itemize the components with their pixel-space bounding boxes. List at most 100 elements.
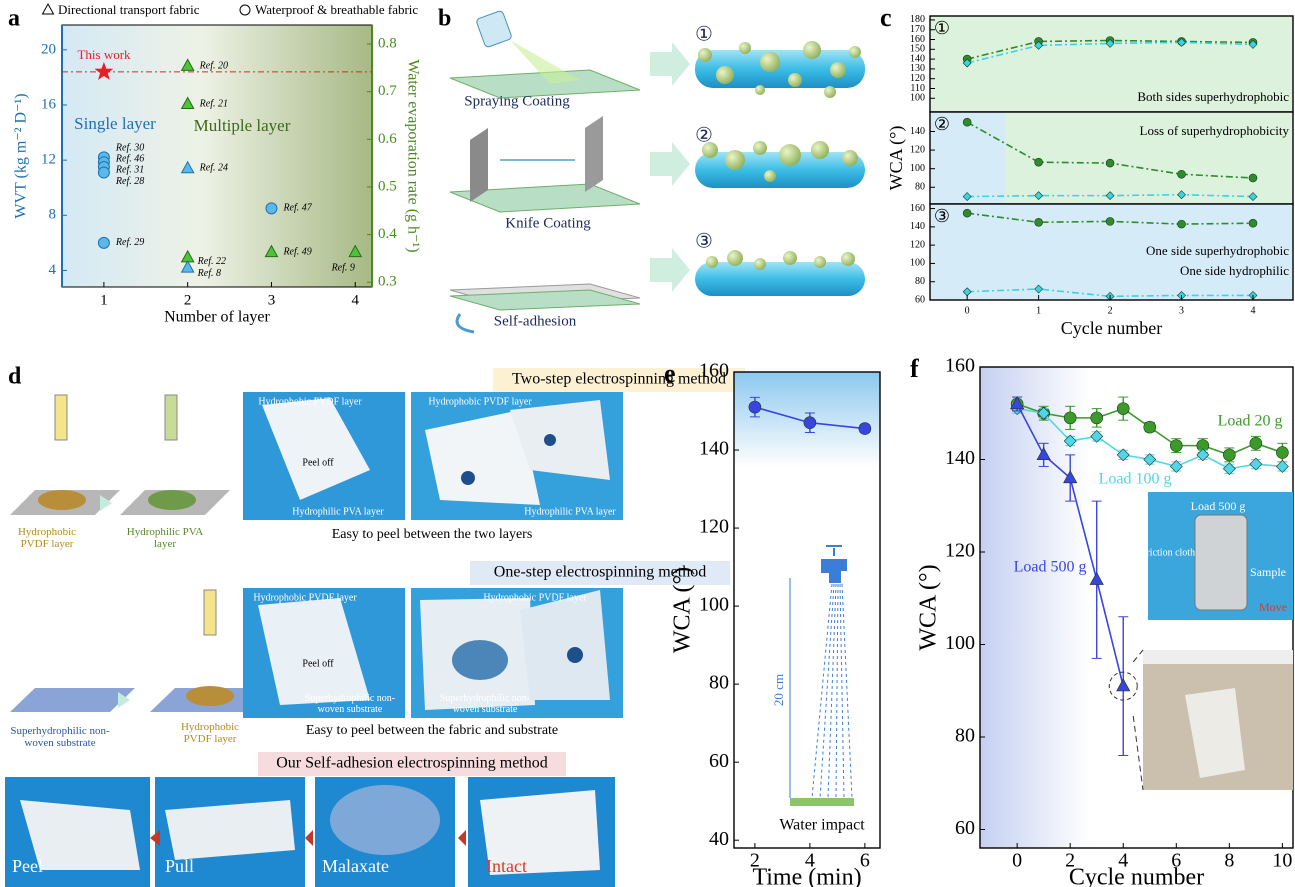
section-title: Our Self-adhesion electrospinning method [276,755,548,772]
data-point [1035,158,1043,166]
particle [783,251,797,265]
photo-label: Hydrophilic PVA layer [268,507,408,518]
particle [706,256,718,268]
y-tick-label: 100 [945,632,975,654]
fibers [695,50,865,296]
y-tick-label: 120 [910,239,925,250]
step-caption: Spraying Coating [464,93,570,109]
x-tick-label: 4 [351,292,359,308]
point-label: Ref. 29 [115,237,144,248]
particle [849,46,861,58]
y-tick-label: 120 [910,73,925,84]
particle [725,150,745,170]
y-axis-label: WVT (kg m⁻² D⁻¹) [13,93,30,218]
legend-marker [240,5,250,15]
data-point [1178,220,1186,228]
x-tick-label: 8 [1224,850,1234,872]
y-tick-label: 16 [41,96,57,112]
x-tick-label: 1 [1036,305,1041,316]
panel-label: b [438,6,451,32]
y-tick-label: 120 [945,540,975,562]
data-point [1117,403,1129,415]
y-tick-label: 160 [945,355,975,377]
x-axis-label: Cycle number [1069,865,1204,887]
data-point [98,167,109,178]
y-axis-label: WCA (°) [916,564,942,650]
y-tick-label: 100 [910,93,925,104]
panel-label: c [880,3,892,32]
y-axis-label: WCA (°) [886,126,907,191]
series-label: Load 100 g [1099,471,1172,488]
y2-tick-label: 0.6 [378,131,397,147]
panel-label: f [910,354,919,383]
y-tick-label: 160 [910,203,925,214]
data-point [1250,437,1262,449]
subplot-marker: ① [934,18,950,38]
arrows [650,42,690,292]
plot-background [734,372,880,848]
figure-canvas: b Spraying Coating Knife Coating Self-ad… [0,0,1295,887]
data-point [1276,447,1288,459]
photo-label: Hydrophilic PVA layer [500,507,640,518]
data-point [1091,412,1103,424]
step-label: Peel [12,856,43,876]
x-tick-label: 4 [1250,305,1255,316]
y-tick-label: 80 [709,672,729,694]
point-label: Ref. 31 [115,164,144,175]
y-tick-label: 100 [910,163,925,174]
particle [753,141,767,155]
subplot-marker: ③ [934,206,950,226]
knife-scheme [450,116,640,212]
data-point [1106,159,1114,167]
particle [811,141,829,159]
y-tick-label: 110 [910,83,925,94]
data-point [1223,449,1235,461]
particle [779,144,801,166]
photo-label: Superhydrophilic non-woven substrate [435,693,535,715]
data-point [859,423,871,435]
photo-label: Hydrophobic PVDF layer [235,593,375,604]
y-tick-label: 60 [955,817,975,839]
weight [1195,515,1247,610]
step-label: Malaxate [322,856,389,876]
particle [698,48,712,62]
series-label: Load 500 g [1014,559,1087,576]
step-caption: Knife Coating [505,215,591,231]
particle [842,150,858,166]
point-label: Ref. 8 [197,268,221,279]
x-axis-label: Number of layer [164,309,270,326]
x-tick-label: 0 [1012,850,1022,872]
ruler [1143,650,1293,664]
particle [830,62,846,78]
panel-d: d Two-step electrospinning method One-st… [5,364,745,887]
annotation: Both sides superhydrophobic [1137,89,1289,104]
y-tick-label: 140 [910,221,925,232]
inset-label: Load 500 g [1191,499,1246,513]
step-marker: ② [695,125,713,147]
inset-label: Sample [1250,565,1286,579]
y2-tick-label: 0.5 [378,178,397,194]
point-label: Ref. 49 [282,247,311,258]
photo-label: Hydrophobic PVDF layer [465,593,605,604]
panel-b: b Spraying Coating Knife Coating Self-ad… [438,6,865,333]
particle [760,52,780,72]
y-tick-label: 8 [49,207,57,223]
section-title: Two-step electrospinning method [512,371,726,388]
y-tick-label: 140 [699,438,729,460]
charts: aDirectional transport fabricWaterproof … [8,2,1293,887]
y-tick-label: 80 [915,276,925,287]
legend-label: Directional transport fabric [58,2,200,17]
y-tick-label: 140 [910,53,925,64]
y-tick-label: 180 [910,14,925,25]
x-tick-label: 3 [1179,305,1184,316]
legend-label: Waterproof & breathable fabric [255,2,418,17]
annotation: One side superhydrophobic [1146,243,1289,258]
particle [727,250,743,266]
step-marker: ① [695,24,713,46]
particle [824,86,836,98]
spray-scheme [450,10,640,98]
y-tick-label: 140 [945,447,975,469]
point-label: Ref. 47 [282,203,312,214]
y-tick-label: 40 [709,828,729,850]
fabric [790,798,854,806]
